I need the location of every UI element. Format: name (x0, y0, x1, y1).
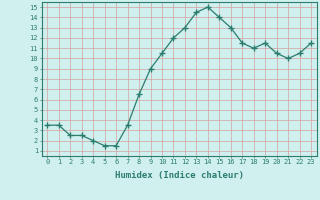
X-axis label: Humidex (Indice chaleur): Humidex (Indice chaleur) (115, 171, 244, 180)
